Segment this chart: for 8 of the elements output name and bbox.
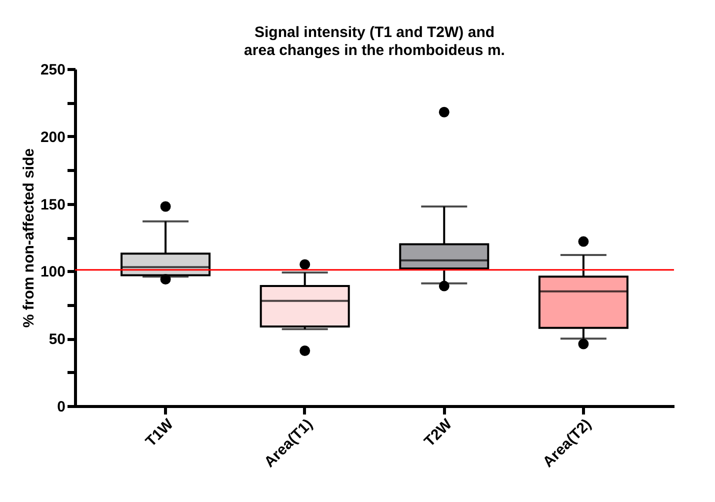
y-tick-label: 50 bbox=[48, 331, 66, 348]
y-tick-label: 150 bbox=[40, 196, 66, 214]
y-tick-label: 200 bbox=[40, 128, 66, 146]
chart-title: Signal intensity (T1 and T2W) and area changes in the rhomboideus m. bbox=[244, 24, 505, 59]
y-tick-label: 250 bbox=[40, 62, 66, 78]
y-axis-title: % from non-affected side bbox=[20, 148, 38, 328]
y-tick-label: 0 bbox=[57, 398, 66, 416]
y-tick-label: 100 bbox=[40, 264, 66, 281]
